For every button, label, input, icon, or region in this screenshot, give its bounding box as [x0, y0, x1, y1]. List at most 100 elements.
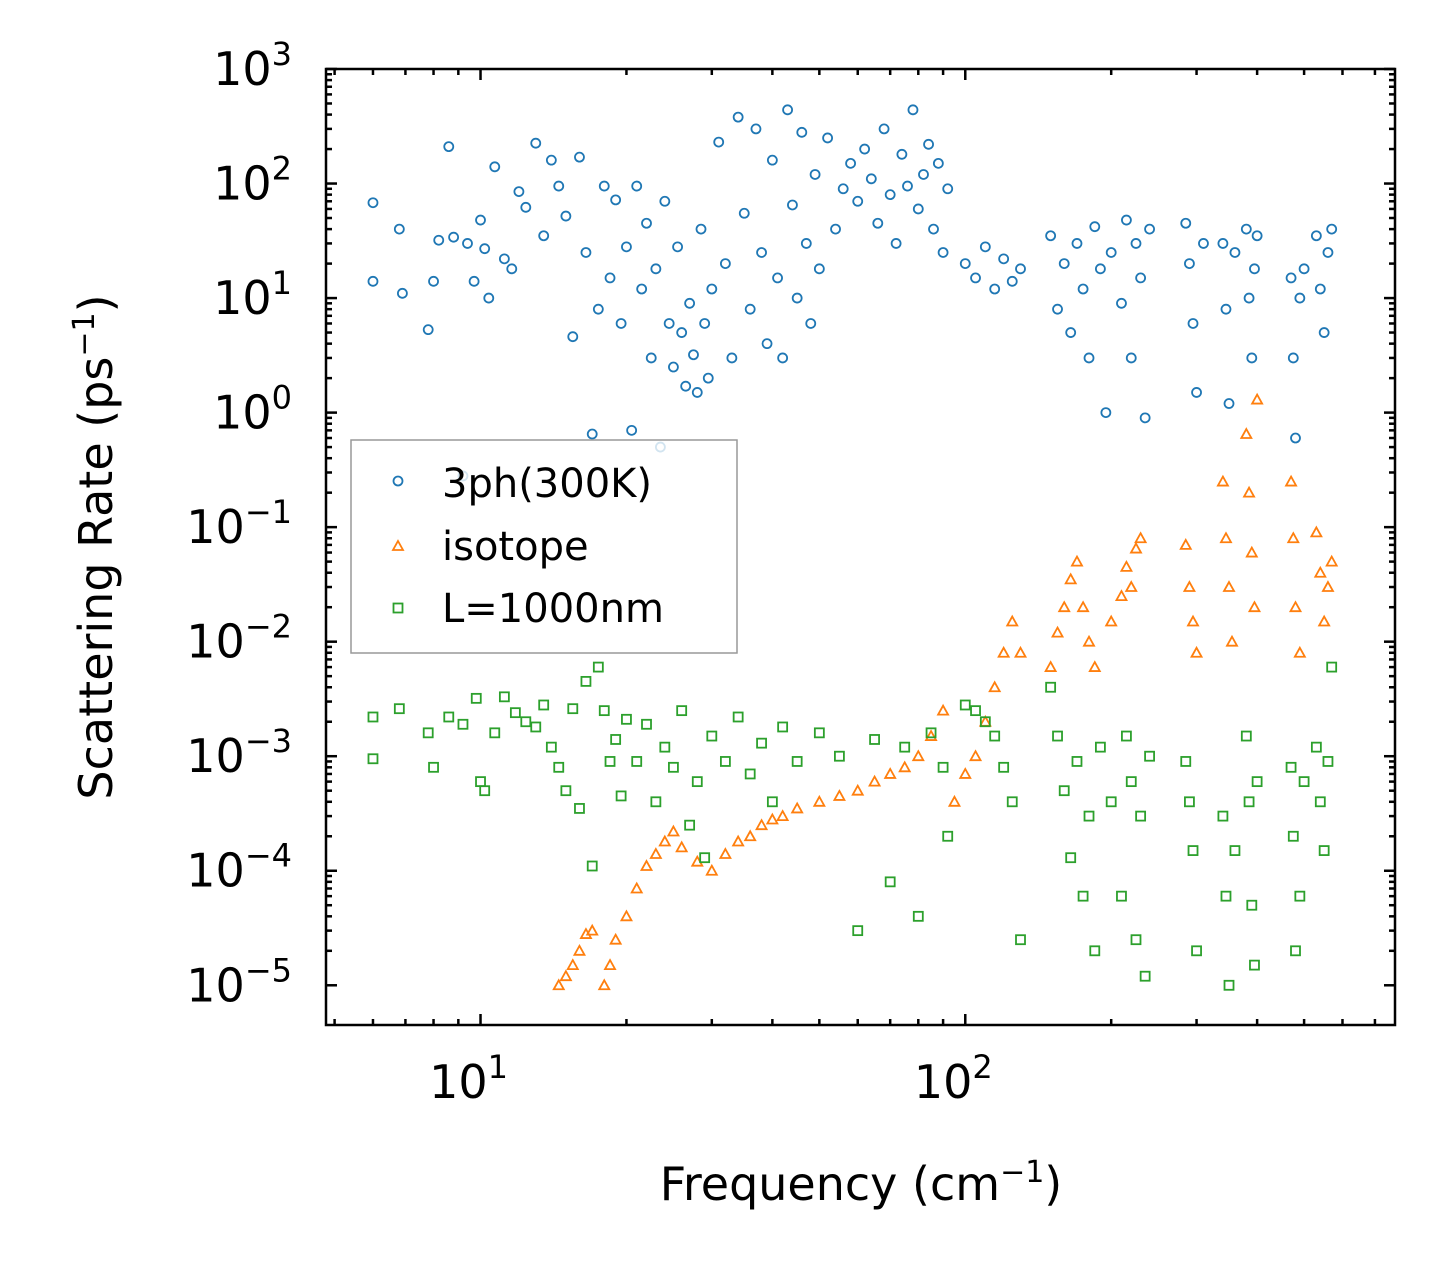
data-point: [791, 292, 803, 304]
data-point: [422, 727, 434, 739]
legend-label-boundary: L=1000nm: [442, 586, 664, 632]
data-point: [743, 829, 757, 842]
data-point: [744, 768, 756, 780]
y-tick-label: 10−1: [186, 493, 292, 554]
data-point: [567, 703, 579, 715]
data-point: [907, 104, 919, 116]
data-point: [1129, 541, 1143, 554]
data-point: [1083, 810, 1095, 822]
data-point: [738, 207, 750, 219]
data-point: [937, 761, 949, 773]
data-point: [1045, 230, 1057, 242]
y-tick-label: 102: [213, 150, 292, 211]
data-point: [1119, 560, 1133, 572]
data-point: [1318, 327, 1330, 338]
data-point: [932, 157, 944, 169]
data-point: [1182, 580, 1196, 592]
data-point: [923, 138, 934, 150]
legend-marker-boundary: [392, 602, 404, 614]
data-point: [1013, 645, 1028, 658]
data-point: [650, 796, 662, 808]
data-point: [1217, 238, 1229, 249]
data-point: [566, 958, 580, 971]
data-point: [787, 199, 798, 211]
data-point: [397, 287, 408, 299]
data-point: [1250, 392, 1264, 405]
data-point: [1326, 223, 1338, 235]
data-point: [832, 789, 846, 801]
data-point: [1006, 275, 1018, 287]
data-point: [483, 292, 495, 304]
data-point: [520, 201, 532, 213]
data-point: [777, 721, 789, 733]
data-point: [592, 303, 604, 315]
data-point: [552, 978, 566, 991]
data-point: [761, 338, 773, 350]
data-point: [750, 123, 762, 135]
data-point: [1082, 634, 1096, 647]
data-point: [1179, 538, 1193, 550]
data-point: [706, 283, 718, 295]
data-point: [621, 713, 632, 725]
data-point: [865, 173, 877, 185]
data-point: [1191, 387, 1202, 398]
data-point: [1180, 217, 1192, 229]
data-point: [1317, 614, 1331, 627]
data-point: [979, 716, 991, 728]
data-point: [530, 721, 542, 733]
data-point: [1065, 852, 1077, 864]
series-1: [552, 392, 1339, 991]
data-point: [1314, 796, 1326, 808]
data-point: [1186, 614, 1200, 627]
legend-label-isotope: isotope: [442, 524, 589, 570]
data-point: [830, 223, 841, 235]
data-point: [684, 297, 696, 309]
y-tick-label: 10−5: [186, 951, 292, 1012]
data-point: [989, 283, 1001, 295]
data-point: [918, 169, 929, 180]
legend-marker-3ph: [392, 475, 404, 487]
data-point: [448, 231, 460, 243]
data-point: [663, 318, 675, 329]
data-point: [1322, 247, 1334, 258]
series-2: [367, 661, 1338, 991]
data-point: [947, 794, 962, 807]
data-point: [1298, 776, 1310, 788]
data-point: [1251, 776, 1263, 788]
data-point: [1121, 730, 1132, 742]
data-point: [1216, 474, 1230, 487]
y-axis-title: Scattering Rate (ps−1): [67, 294, 123, 799]
data-point: [912, 203, 924, 215]
data-point: [1076, 600, 1090, 613]
data-point: [1294, 292, 1306, 304]
data-point: [805, 318, 817, 329]
data-point: [1229, 247, 1241, 258]
data-point: [433, 234, 445, 246]
data-point: [1089, 945, 1101, 957]
data-point: [1242, 485, 1256, 498]
data-point: [898, 760, 912, 773]
data-point: [837, 183, 849, 195]
data-point: [718, 847, 732, 859]
data-point: [1180, 756, 1192, 767]
data-point: [970, 705, 981, 717]
data-point: [1198, 238, 1209, 249]
data-point: [970, 272, 981, 284]
data-point: [998, 253, 1010, 265]
data-point: [1243, 796, 1255, 808]
x-tick-labels: 101 102: [429, 1048, 993, 1109]
data-point: [1064, 572, 1078, 585]
data-point: [755, 818, 769, 831]
data-point: [1249, 263, 1260, 275]
data-point: [1298, 263, 1310, 275]
data-point: [610, 734, 622, 745]
data-point: [1124, 580, 1138, 592]
data-point: [1217, 810, 1229, 822]
data-point: [777, 352, 789, 364]
y-tick-labels: 103 102 101 100 10−1 10−2 10−3 10−4 10−5: [186, 35, 292, 1012]
data-point: [1105, 796, 1117, 808]
data-point: [1190, 645, 1204, 658]
data-point: [1125, 352, 1137, 364]
data-point: [744, 303, 756, 315]
